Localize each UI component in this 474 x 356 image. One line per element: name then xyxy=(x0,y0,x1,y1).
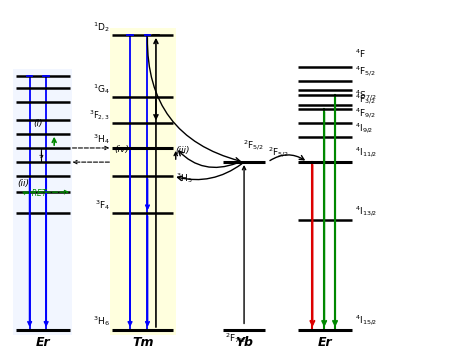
Text: Er: Er xyxy=(35,336,50,349)
Text: $^2$F$_{7/2}$: $^2$F$_{7/2}$ xyxy=(225,332,246,346)
Text: $^1$D$_2$: $^1$D$_2$ xyxy=(93,20,110,34)
Text: $^2$F$_{5/2}$: $^2$F$_{5/2}$ xyxy=(268,146,289,160)
Text: $^4$I$_{11/2}$: $^4$I$_{11/2}$ xyxy=(355,146,377,160)
Text: (ii): (ii) xyxy=(17,179,29,188)
Text: $^3$H$_6$: $^3$H$_6$ xyxy=(93,314,110,328)
Bar xyxy=(13,68,72,335)
Text: $^3$F$_4$: $^3$F$_4$ xyxy=(94,198,110,211)
Text: $^1$G$_4$: $^1$G$_4$ xyxy=(93,82,110,96)
Text: $^4$I$_{9/2}$: $^4$I$_{9/2}$ xyxy=(355,121,373,136)
Text: Yb: Yb xyxy=(235,336,253,349)
Text: $^2$F$_{5/2}$: $^2$F$_{5/2}$ xyxy=(243,139,264,153)
Text: (iv): (iv) xyxy=(115,145,129,153)
Text: $^4$S$_{7/2}$: $^4$S$_{7/2}$ xyxy=(355,89,376,103)
Text: $^4$I$_{15/2}$: $^4$I$_{15/2}$ xyxy=(355,314,377,328)
Text: $^4$F$_{5/2}$: $^4$F$_{5/2}$ xyxy=(355,65,376,79)
Text: Er: Er xyxy=(318,336,333,349)
Text: $^4$F$_{3/2}$: $^4$F$_{3/2}$ xyxy=(355,93,376,108)
Bar xyxy=(110,28,176,335)
Text: $^4$F: $^4$F xyxy=(355,48,366,61)
Text: $^3$H$_4$: $^3$H$_4$ xyxy=(93,132,110,146)
Text: (i): (i) xyxy=(33,119,43,128)
Text: (iii): (iii) xyxy=(176,146,190,155)
Text: $^4$F$_{9/2}$: $^4$F$_{9/2}$ xyxy=(355,107,376,121)
Text: Tm: Tm xyxy=(132,336,154,349)
Text: $^3$H$_5$: $^3$H$_5$ xyxy=(176,171,192,185)
Text: ← RET: ← RET xyxy=(23,189,46,198)
Text: $^3$F$_{2,3}$: $^3$F$_{2,3}$ xyxy=(89,109,110,122)
Text: $^4$I$_{13/2}$: $^4$I$_{13/2}$ xyxy=(355,204,377,219)
